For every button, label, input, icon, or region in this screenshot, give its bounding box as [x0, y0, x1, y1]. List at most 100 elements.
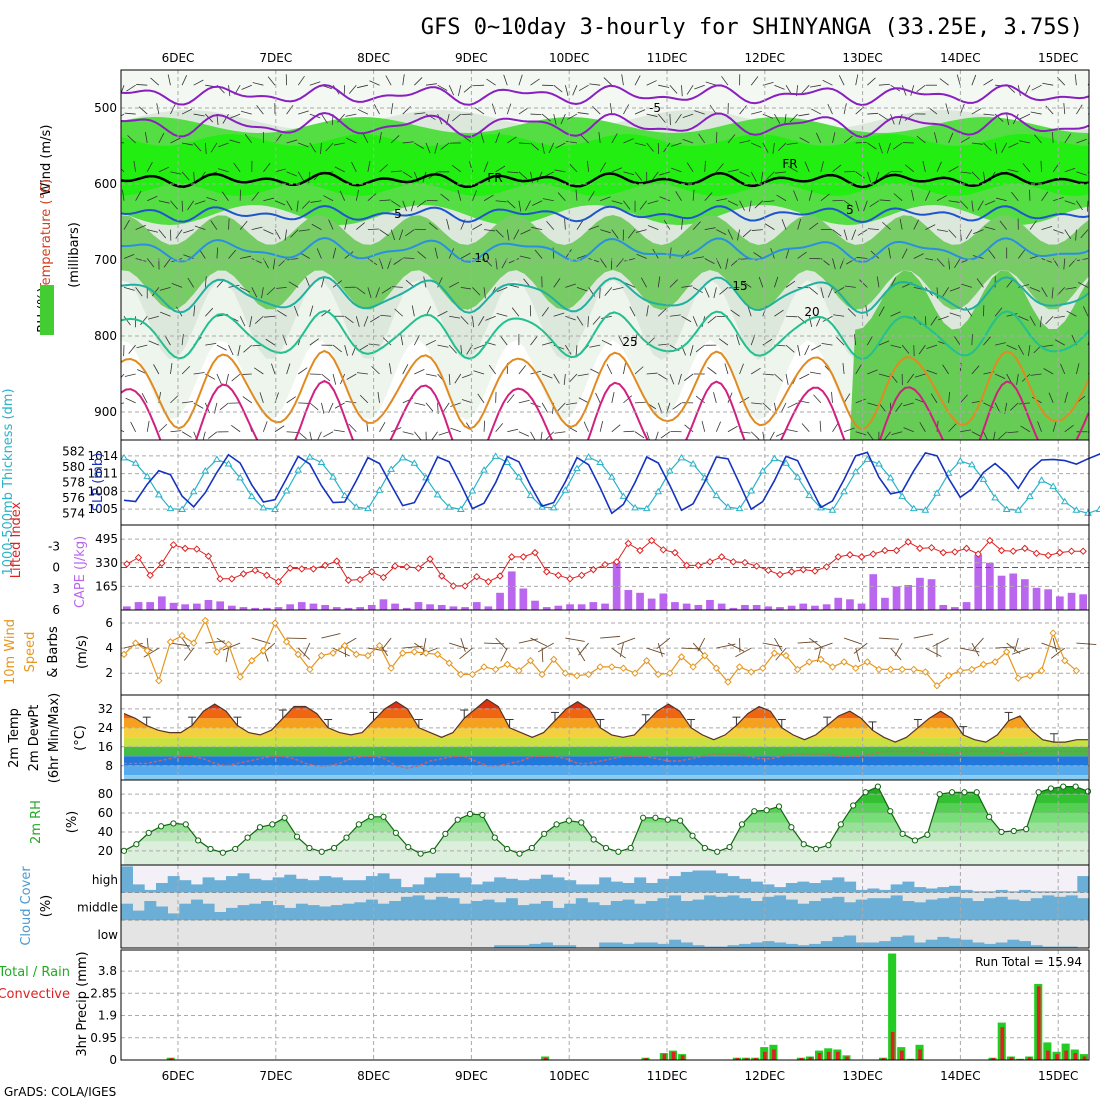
- lifted-index-point: [951, 548, 959, 556]
- wind-barb: [488, 364, 496, 375]
- cape-bar: [624, 590, 633, 610]
- wind-barb: [267, 76, 276, 86]
- wind-barb: [578, 397, 589, 404]
- wind-barb: [669, 84, 678, 94]
- wind-barb: [542, 198, 554, 202]
- thickness-point: [340, 491, 349, 499]
- wind-barb: [478, 316, 485, 326]
- wind-barb: [541, 142, 545, 154]
- wind-barb: [425, 402, 434, 412]
- precip-convective-bar: [753, 1058, 758, 1060]
- wind-speed-point: [968, 665, 976, 674]
- cloud-middle-bar: [960, 898, 973, 921]
- wind-barb: [513, 229, 520, 240]
- wind-barb: [563, 373, 566, 385]
- wind-barb: [616, 258, 624, 268]
- wind-barb: [695, 344, 705, 353]
- wind-barb: [983, 113, 995, 116]
- thickness-point: [375, 486, 384, 493]
- wind-barb: [948, 200, 960, 203]
- precip-convective-bar: [817, 1053, 822, 1060]
- wind-barb: [503, 74, 508, 86]
- precip-convective-bar: [644, 1058, 648, 1060]
- lifted-index-point: [1032, 549, 1041, 558]
- wind-barb: [520, 229, 531, 235]
- cloud-high-bar: [1077, 876, 1090, 893]
- lifted-index-point: [601, 560, 609, 569]
- wind-barb: [394, 308, 404, 317]
- lifted-index-point: [181, 544, 189, 553]
- wind-barb: [449, 315, 461, 319]
- cloud-low-bar: [727, 945, 740, 948]
- date-label-top: 14DEC: [940, 51, 980, 65]
- precip-frame: [120, 949, 1090, 1061]
- lifted-index-point: [846, 551, 854, 559]
- thickness-point: [689, 460, 697, 467]
- cape-bar: [682, 603, 691, 610]
- wind-speed-point: [910, 665, 918, 674]
- cape-bar: [717, 603, 726, 610]
- cloud-high-label: high: [92, 873, 118, 887]
- wind-barb: [750, 171, 757, 182]
- cloud-high-bar: [890, 884, 903, 893]
- lifted-index-point: [1021, 544, 1029, 553]
- cape-bar: [881, 597, 889, 610]
- rh-point: [1072, 783, 1079, 790]
- wind-barb: [265, 338, 276, 346]
- wind-barb: [425, 339, 437, 346]
- lifted-index-point: [1009, 547, 1017, 555]
- thickness-point: [1037, 476, 1046, 483]
- cloud-high-bar: [400, 887, 413, 893]
- wind-barb: [262, 421, 268, 432]
- temp-band: [124, 718, 1088, 728]
- wind-barb: [893, 193, 903, 202]
- cloud-low-bar: [809, 943, 822, 949]
- cape-bar: [228, 605, 236, 610]
- surface-wind-barb: [878, 637, 899, 640]
- rh-title-label: 2m RH: [29, 800, 44, 844]
- rh-point: [775, 803, 783, 810]
- wind-barb: [1064, 200, 1076, 205]
- wind-barb: [867, 402, 879, 407]
- wind-barb: [799, 373, 810, 380]
- lifted-index-point: [449, 582, 458, 590]
- lifted-tick: 3: [52, 582, 60, 596]
- wind-barb: [348, 423, 357, 433]
- wind-barb: [994, 142, 998, 154]
- cloud-middle-bar: [750, 901, 763, 921]
- wind-barb: [774, 309, 784, 317]
- cloud-high-bar: [1042, 891, 1055, 893]
- wind-barb: [577, 112, 589, 115]
- cloud-middle-bar: [529, 903, 542, 921]
- wind-speed-point: [596, 663, 604, 671]
- wind-barb: [623, 363, 626, 375]
- cloud-high-bar: [214, 880, 227, 893]
- wind-barb: [344, 251, 354, 259]
- wind-barb: [804, 161, 810, 172]
- rh-band: [124, 803, 1088, 814]
- wind-barb: [959, 200, 969, 209]
- cloud-middle-bar: [226, 907, 238, 921]
- wind-barb: [704, 192, 713, 201]
- rh-point: [293, 833, 301, 840]
- thickness-tick: 574: [62, 506, 85, 520]
- wind-barb: [739, 171, 750, 177]
- wind-barb: [870, 250, 880, 259]
- wind-barb: [994, 113, 1004, 122]
- temp-band: [124, 727, 1088, 738]
- wind-barb: [797, 251, 807, 259]
- cloud-low-bar: [540, 942, 553, 948]
- wind-barb: [634, 109, 646, 115]
- thickness-point: [491, 452, 500, 459]
- cloud-low-bar: [890, 936, 903, 948]
- wind-barb: [141, 392, 148, 404]
- cloud-high-bar: [762, 884, 775, 893]
- wind-barb: [704, 287, 710, 298]
- pressure-axis-label: (millibars): [67, 222, 82, 288]
- cloud-high-bar: [797, 881, 810, 893]
- run-total-label: Run Total = 15.94: [975, 955, 1082, 969]
- surface-wind-barb: [303, 642, 311, 657]
- wind-barb: [274, 200, 286, 206]
- lifted-index-point: [916, 544, 924, 553]
- wind-barb: [216, 373, 222, 385]
